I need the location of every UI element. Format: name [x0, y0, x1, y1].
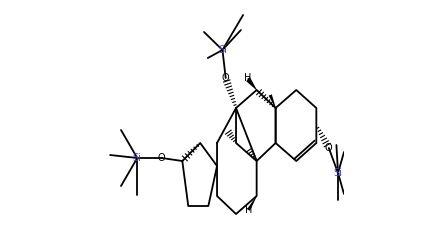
Text: O: O [222, 73, 230, 83]
Polygon shape [247, 196, 257, 211]
Text: Si: Si [334, 168, 343, 178]
Text: O: O [158, 153, 165, 163]
Text: Si: Si [218, 45, 227, 55]
Text: Si: Si [133, 153, 142, 163]
Text: H: H [245, 205, 252, 215]
Polygon shape [247, 77, 257, 90]
Polygon shape [268, 94, 276, 108]
Text: H: H [244, 73, 251, 83]
Polygon shape [246, 79, 257, 90]
Text: O: O [325, 143, 333, 153]
